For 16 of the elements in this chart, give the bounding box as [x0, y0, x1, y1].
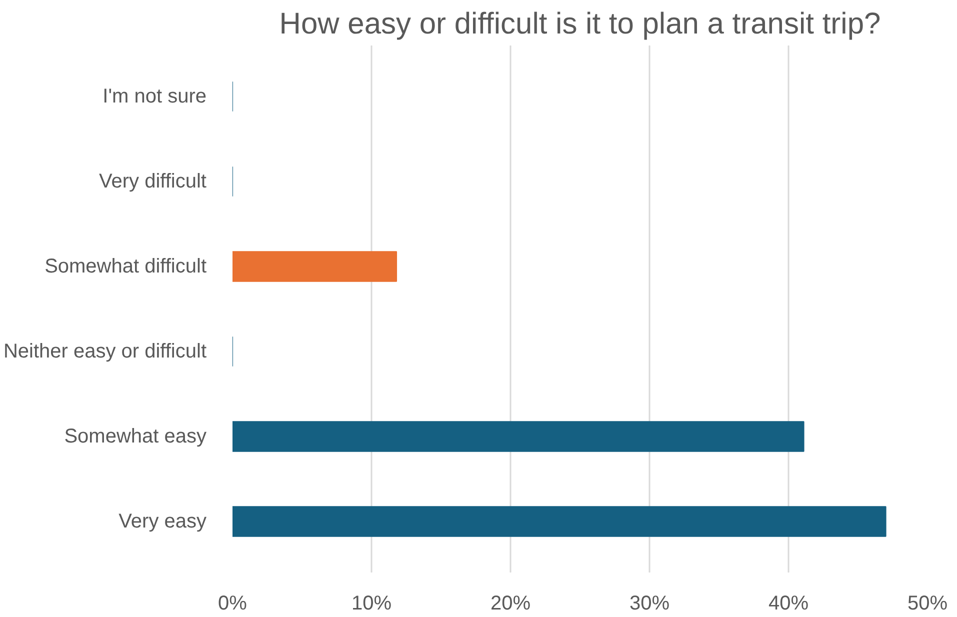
- y-tick-label: Very difficult: [99, 170, 207, 192]
- x-tick-label: 40%: [768, 592, 809, 614]
- y-tick-label: I'm not sure: [102, 86, 206, 108]
- y-tick-label: Very easy: [118, 510, 207, 532]
- x-tick-label: 50%: [907, 592, 948, 614]
- chart-title: How easy or difficult is it to plan a transit trip?: [279, 8, 881, 40]
- x-tick-label: 0%: [218, 592, 248, 614]
- y-tick-label: Somewhat difficult: [44, 256, 207, 278]
- bar: [232, 506, 886, 537]
- bar: [232, 251, 398, 282]
- x-tick-label: 20%: [490, 592, 531, 614]
- y-tick-label: Somewhat easy: [64, 426, 206, 448]
- y-tick-label: Neither easy or difficult: [3, 340, 207, 362]
- x-tick-label: 10%: [351, 592, 392, 614]
- bar: [232, 421, 804, 452]
- x-tick-label: 30%: [629, 592, 670, 614]
